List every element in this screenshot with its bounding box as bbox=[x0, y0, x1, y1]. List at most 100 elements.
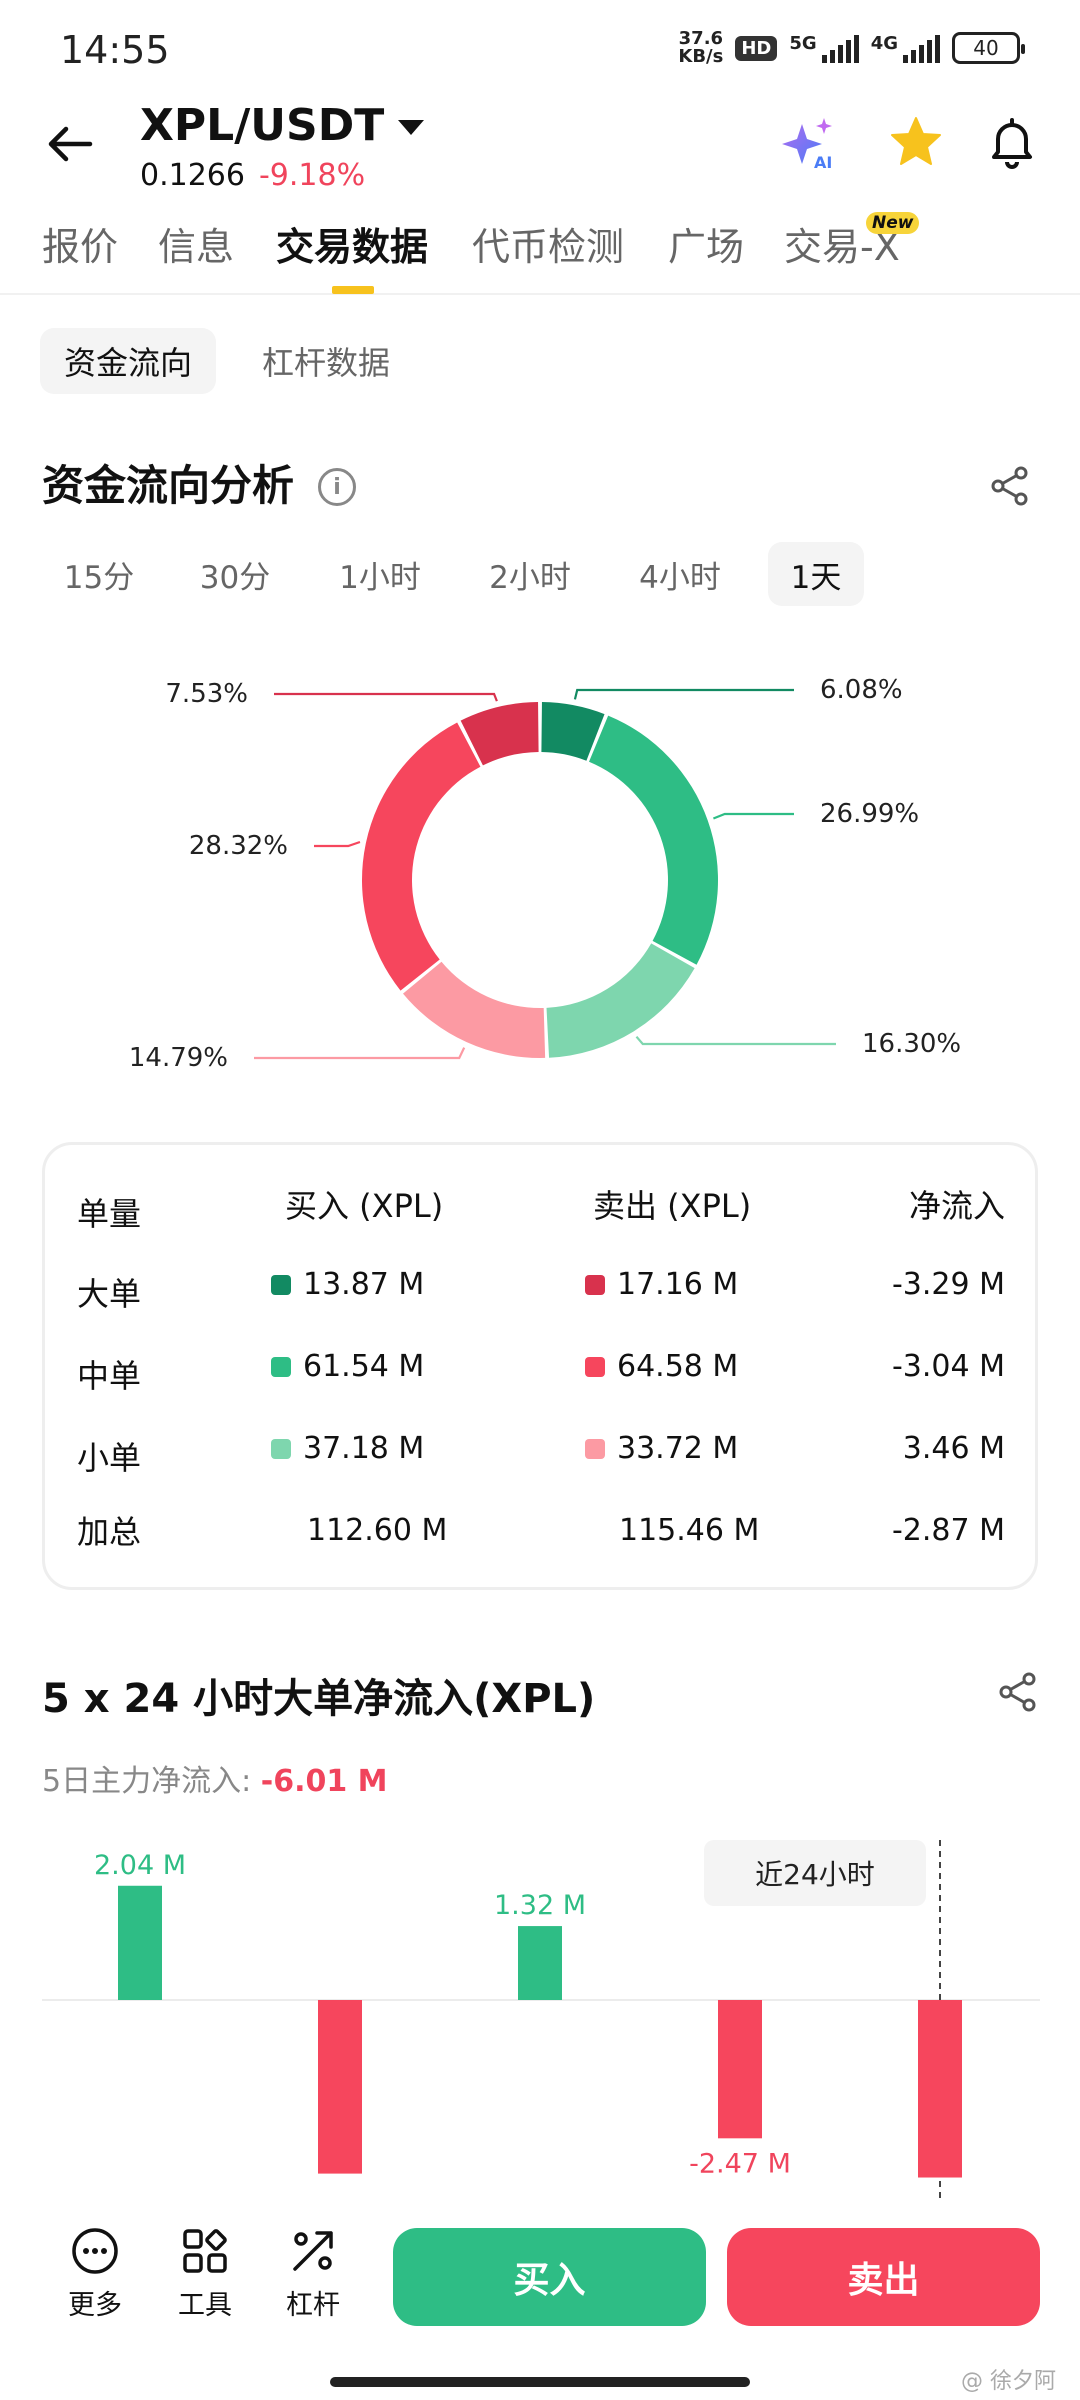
timeframe-2h[interactable]: 2小时 bbox=[489, 559, 571, 596]
more-label: 更多 bbox=[68, 2290, 122, 2321]
timeframe-1h[interactable]: 1小时 bbox=[339, 559, 421, 596]
net2-label: 4G bbox=[870, 33, 898, 54]
donut-slice-5 bbox=[460, 702, 539, 766]
flow-donut-chart: 6.08% 26.99% 16.30% 14.79% 28.32% 7.53% bbox=[129, 675, 961, 1073]
bar-label-2: 1.32 M bbox=[494, 1890, 586, 1921]
donut-label-1: 26.99% bbox=[820, 799, 919, 829]
info-icon[interactable]: i bbox=[318, 468, 356, 506]
battery-level: 40 bbox=[973, 36, 999, 60]
table-cell-sell-mid: 64.58 M bbox=[585, 1349, 738, 1384]
table-cell-buy-mid: 61.54 M bbox=[271, 1349, 424, 1384]
active-tab-indicator bbox=[332, 286, 374, 294]
sell-large-value: 17.16 M bbox=[617, 1267, 739, 1302]
share-icon-2[interactable] bbox=[996, 1670, 1040, 1714]
table-cell-net-total: -2.87 M bbox=[891, 1513, 1005, 1548]
timeframe-30m[interactable]: 30分 bbox=[199, 559, 271, 596]
row-label-mid: 中单 bbox=[77, 1357, 142, 1395]
buy-button[interactable]: 买入 bbox=[393, 2228, 706, 2326]
tab-token-check[interactable]: 代币检测 bbox=[472, 225, 625, 269]
tools-label: 工具 bbox=[178, 2290, 232, 2321]
speed-value: 37.6 bbox=[678, 28, 724, 49]
bell-icon[interactable] bbox=[982, 112, 1042, 172]
bar-label-0: 2.04 M bbox=[94, 1850, 186, 1881]
table-cell-buy-total: 112.60 M bbox=[307, 1513, 448, 1548]
network-speed: 37.6 KB/s bbox=[678, 30, 723, 66]
home-indicator[interactable] bbox=[330, 2377, 750, 2387]
table-cell-buy-large: 13.87 M bbox=[271, 1267, 424, 1302]
tab-trade-data[interactable]: 交易数据 bbox=[276, 225, 429, 269]
donut-label-3: 14.79% bbox=[129, 1043, 228, 1073]
subtab-fund-flow[interactable]: 资金流向 bbox=[40, 328, 216, 394]
donut-slice-0 bbox=[541, 702, 605, 761]
table-cell-net-mid: -3.04 M bbox=[891, 1349, 1005, 1384]
donut-label-2: 16.30% bbox=[862, 1029, 961, 1059]
five-day-net-inflow: 5日主力净流入: -6.01 M bbox=[42, 1756, 388, 1800]
legend-sell-large-swatch bbox=[585, 1274, 605, 1295]
leverage-button[interactable]: 杠杆 bbox=[268, 2225, 358, 2322]
bar-3 bbox=[718, 2000, 762, 2139]
donut-slice-4 bbox=[361, 722, 481, 991]
donut-leader-3 bbox=[254, 1047, 466, 1060]
donut-label-4: 28.32% bbox=[189, 831, 288, 861]
table-cell-sell-total: 115.46 M bbox=[619, 1513, 760, 1548]
col-header-buy: 买入 (XPL) bbox=[285, 1187, 444, 1225]
donut-slice-1 bbox=[589, 715, 719, 965]
table-cell-net-small: 3.46 M bbox=[902, 1431, 1005, 1466]
col-header-size: 单量 bbox=[77, 1195, 142, 1233]
buy-large-value: 13.87 M bbox=[303, 1267, 425, 1302]
donut-leader-1 bbox=[713, 812, 794, 820]
donut-slice-2 bbox=[546, 943, 695, 1058]
legend-sell-small-swatch bbox=[585, 1438, 605, 1459]
signal-4g-icon: 4G bbox=[871, 33, 940, 63]
leverage-icon bbox=[293, 2231, 333, 2271]
more-button[interactable]: 更多 bbox=[50, 2225, 140, 2322]
five-day-value: -6.01 M bbox=[260, 1764, 388, 1799]
legend-buy-small-swatch bbox=[271, 1438, 291, 1459]
sell-mid-value: 64.58 M bbox=[617, 1349, 739, 1384]
donut-leader-4 bbox=[314, 840, 361, 848]
sell-small-value: 33.72 M bbox=[617, 1431, 739, 1466]
ai-sparkle-icon[interactable]: AI bbox=[780, 112, 840, 172]
main-tabs: 报价 信息 交易数据 代币检测 广场 交易-X bbox=[0, 210, 1080, 295]
status-icons: 37.6 KB/s HD 5G 4G 40 bbox=[678, 30, 1025, 66]
timeframe-4h[interactable]: 4小时 bbox=[639, 559, 721, 596]
header: XPL/USDT 0.1266 -9.18% AI bbox=[0, 100, 1080, 200]
hd-badge: HD bbox=[735, 35, 778, 61]
table-cell-net-large: -3.29 M bbox=[891, 1267, 1005, 1302]
bignet-title: 5 x 24 小时大单净流入(XPL) bbox=[42, 1676, 596, 1722]
legend-buy-large-swatch bbox=[271, 1274, 291, 1295]
timeframe-1d[interactable]: 1天 bbox=[768, 542, 864, 606]
price-change: -9.18% bbox=[258, 158, 366, 193]
tab-info[interactable]: 信息 bbox=[158, 225, 235, 269]
timeframe-15m[interactable]: 15分 bbox=[63, 559, 135, 596]
back-arrow-icon[interactable] bbox=[40, 114, 100, 174]
tab-square[interactable]: 广场 bbox=[668, 225, 745, 269]
col-header-sell: 卖出 (XPL) bbox=[593, 1187, 752, 1225]
speed-unit: KB/s bbox=[678, 46, 724, 67]
bar-2 bbox=[518, 1926, 562, 2000]
net1-label: 5G bbox=[789, 33, 817, 54]
bar-1 bbox=[318, 2000, 362, 2174]
bar-label-3: -2.47 M bbox=[689, 2148, 791, 2179]
pair-selector[interactable]: XPL/USDT bbox=[140, 100, 425, 151]
sell-button[interactable]: 卖出 bbox=[727, 2228, 1040, 2326]
more-dots-icon bbox=[72, 2228, 118, 2274]
new-badge: New bbox=[866, 212, 920, 234]
share-icon[interactable] bbox=[988, 464, 1032, 508]
bottom-action-bar: 更多 工具 杠杆 买入 卖出 @ 徐夕阿 bbox=[0, 2205, 1080, 2400]
status-time: 14:55 bbox=[60, 28, 170, 72]
row-label-total: 加总 bbox=[77, 1513, 142, 1551]
table-cell-buy-small: 37.18 M bbox=[271, 1431, 424, 1466]
status-bar: 14:55 37.6 KB/s HD 5G 4G 40 bbox=[0, 0, 1080, 100]
favorite-star-icon[interactable] bbox=[886, 112, 946, 172]
bar-4 bbox=[918, 2000, 962, 2178]
donut-label-5: 7.53% bbox=[165, 679, 248, 709]
tab-quote[interactable]: 报价 bbox=[42, 225, 119, 269]
svg-text:AI: AI bbox=[814, 153, 832, 172]
row-label-small: 小单 bbox=[77, 1439, 142, 1477]
subtab-leverage-data[interactable]: 杠杆数据 bbox=[261, 344, 390, 382]
buy-mid-value: 61.54 M bbox=[303, 1349, 425, 1384]
col-header-net: 净流入 bbox=[908, 1187, 1005, 1225]
donut-leader-2 bbox=[635, 1035, 836, 1046]
tools-button[interactable]: 工具 bbox=[160, 2225, 250, 2322]
